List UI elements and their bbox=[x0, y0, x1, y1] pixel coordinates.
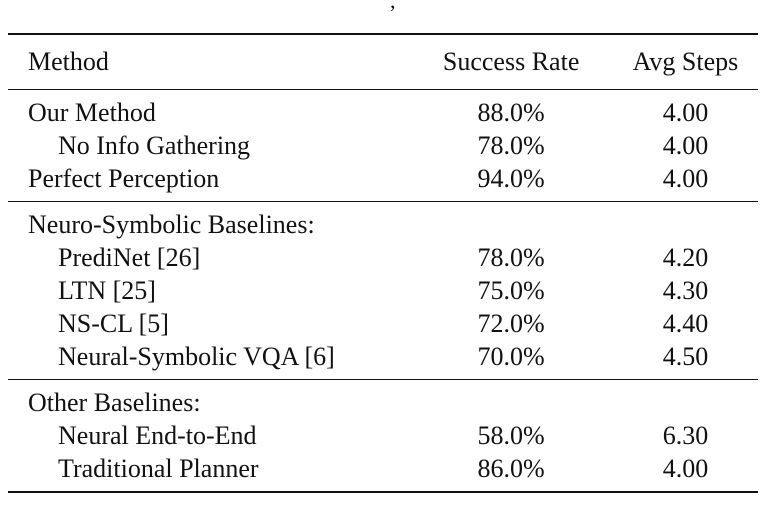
header-success-rate: Success Rate bbox=[409, 33, 613, 90]
avg-steps-cell: 6.30 bbox=[662, 421, 709, 450]
method-cell: Neural-Symbolic VQA [6] bbox=[58, 342, 335, 371]
group-title-row: Neuro-Symbolic Baselines: bbox=[8, 201, 758, 241]
header-method: Method bbox=[8, 33, 410, 90]
results-table: Method Success Rate Avg Steps Our Method… bbox=[8, 33, 758, 493]
method-cell: Perfect Perception bbox=[28, 164, 220, 193]
avg-steps-cell: 4.20 bbox=[662, 243, 709, 272]
table-row: Neural-Symbolic VQA [6] 70.0% 4.50 bbox=[8, 340, 758, 380]
success-rate-cell: 78.0% bbox=[477, 131, 545, 160]
success-rate-cell: 86.0% bbox=[409, 452, 613, 493]
group-title-other: Other Baselines: bbox=[8, 379, 410, 419]
success-rate-cell: 70.0% bbox=[477, 342, 545, 371]
caption-fragment: , bbox=[390, 0, 396, 13]
table-row: PrediNet [26] 78.0% 4.20 bbox=[8, 241, 758, 274]
method-cell: Traditional Planner bbox=[8, 452, 410, 493]
table-row: Neural End-to-End 58.0% 6.30 bbox=[8, 419, 758, 452]
method-cell: No Info Gathering bbox=[58, 131, 251, 160]
method-cell: PrediNet [26] bbox=[58, 243, 201, 272]
table-row: Perfect Perception 94.0% 4.00 bbox=[8, 162, 758, 202]
avg-steps-cell: 4.30 bbox=[662, 276, 709, 305]
table-row: Our Method 88.0% 4.00 bbox=[8, 89, 758, 129]
success-rate-cell: 88.0% bbox=[409, 89, 613, 129]
empty-cell bbox=[612, 201, 758, 241]
method-cell: LTN [25] bbox=[58, 276, 156, 305]
method-cell: Our Method bbox=[8, 89, 410, 129]
avg-steps-cell: 4.00 bbox=[612, 89, 758, 129]
success-rate-cell: 94.0% bbox=[477, 164, 545, 193]
success-rate-cell: 58.0% bbox=[477, 421, 545, 450]
table-row: No Info Gathering 78.0% 4.00 bbox=[8, 129, 758, 162]
method-cell: Neural End-to-End bbox=[58, 421, 257, 450]
avg-steps-cell: 4.50 bbox=[662, 342, 709, 371]
empty-cell bbox=[409, 201, 613, 241]
avg-steps-cell: 4.00 bbox=[662, 131, 709, 160]
avg-steps-cell: 4.00 bbox=[662, 164, 709, 193]
empty-cell bbox=[612, 379, 758, 419]
group-title-neuro-symbolic: Neuro-Symbolic Baselines: bbox=[8, 201, 410, 241]
avg-steps-cell: 4.40 bbox=[662, 309, 709, 338]
avg-steps-cell: 4.00 bbox=[612, 452, 758, 493]
group-title-row: Other Baselines: bbox=[8, 379, 758, 419]
success-rate-cell: 75.0% bbox=[477, 276, 545, 305]
table-row: NS-CL [5] 72.0% 4.40 bbox=[8, 307, 758, 340]
empty-cell bbox=[409, 379, 613, 419]
success-rate-cell: 78.0% bbox=[477, 243, 545, 272]
success-rate-cell: 72.0% bbox=[477, 309, 545, 338]
table-row: Traditional Planner 86.0% 4.00 bbox=[8, 452, 758, 493]
header-avg-steps: Avg Steps bbox=[612, 33, 758, 90]
table-header-row: Method Success Rate Avg Steps bbox=[8, 33, 758, 90]
table-row: LTN [25] 75.0% 4.30 bbox=[8, 274, 758, 307]
method-cell: NS-CL [5] bbox=[58, 309, 169, 338]
